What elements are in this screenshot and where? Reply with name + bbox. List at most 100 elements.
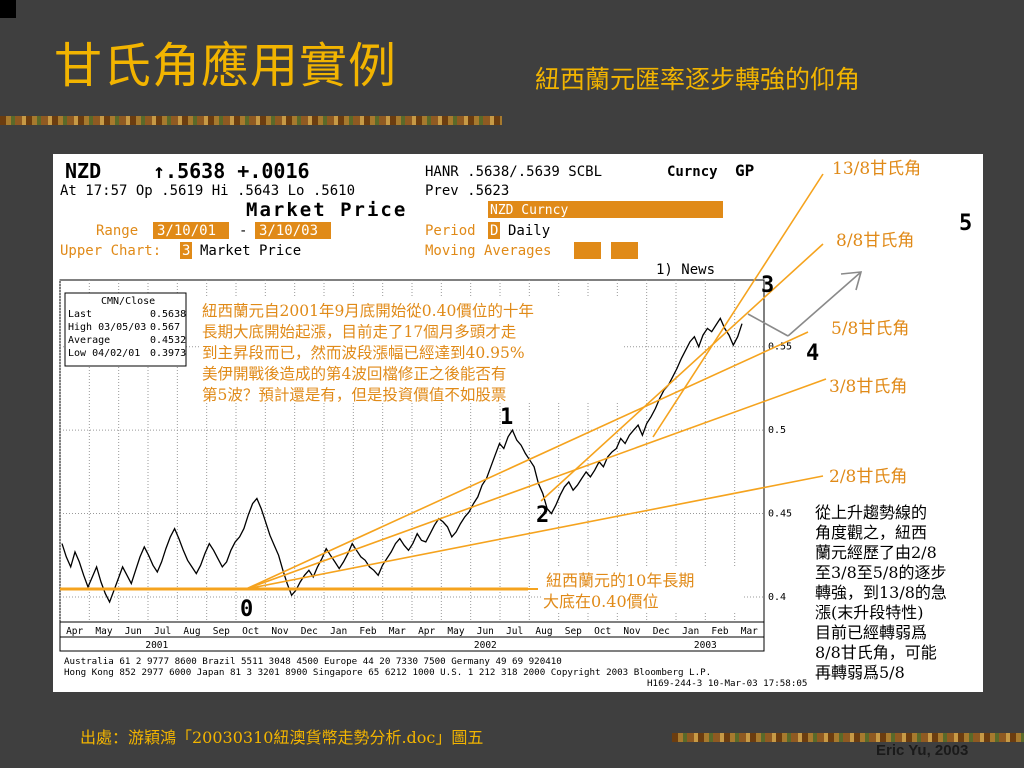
x-tick-label: Oct — [242, 626, 259, 637]
curncy-label: Curncy — [667, 164, 718, 180]
range-to-field[interactable] — [255, 222, 331, 239]
x-tick-label: Mar — [741, 626, 758, 637]
x-tick-label: Aug — [183, 626, 200, 637]
year-label: 2001 — [145, 640, 168, 651]
main-note-line: 到主昇段而已，然而波段漲幅已經達到40.95% — [202, 344, 525, 362]
x-tick-label: Dec — [301, 626, 318, 637]
right-note-line: 漲(末升段特性) — [815, 603, 924, 622]
x-tick-label: Apr — [66, 626, 83, 637]
x-tick-label: Apr — [418, 626, 435, 637]
slide-subtitle: 紐西蘭元匯率逐步轉強的仰角 — [535, 65, 861, 94]
path-arrow-up — [787, 271, 862, 337]
main-annotation-bg — [200, 297, 624, 403]
y-tick-label: 0.55 — [768, 342, 792, 353]
gann-5-8-line — [245, 331, 809, 590]
wave-label-2: 2 — [536, 503, 549, 528]
terminal-header: NZD ↑.5638 +.0016 HANR .5638/.5639 SCBL … — [60, 159, 754, 278]
footer-line: Hong Kong 852 2977 6000 Japan 81 3 3201 … — [64, 667, 711, 678]
main-annotation: 紐西蘭元自2001年9月底開始從0.40價位的十年 長期大底開始起漲，目前走了1… — [200, 297, 624, 404]
x-tick-label: Nov — [271, 626, 288, 637]
wave-label-0: 0 — [240, 597, 253, 622]
y-axis-labels: 0.4 0.45 0.5 0.55 — [768, 342, 792, 603]
legend-row-label: Average — [68, 335, 110, 346]
gann-2-8-line — [245, 475, 824, 590]
range-from-field[interactable] — [153, 222, 229, 239]
security-field[interactable] — [488, 201, 723, 218]
gann-8-8-line — [540, 243, 824, 502]
y-tick-label: 0.5 — [768, 425, 786, 436]
right-note-line: 目前已經轉弱爲 — [815, 623, 927, 642]
gp-label: GP — [735, 161, 754, 180]
terminal-footer: Australia 61 2 9777 8600 Brazil 5511 304… — [64, 656, 807, 689]
bottom-annotation-bg — [542, 567, 742, 612]
ma-field-1[interactable] — [574, 242, 601, 259]
x-tick-label: Nov — [623, 626, 640, 637]
wave-label-3: 3 — [761, 273, 774, 298]
news-link[interactable]: 1) News — [656, 262, 715, 278]
period-code-field[interactable] — [488, 222, 500, 239]
x-tick-label: Jan — [330, 626, 347, 637]
x-tick-label: Mar — [389, 626, 406, 637]
range-from: 3/10/01 — [157, 223, 216, 239]
wave-label-5: 5 — [959, 211, 972, 236]
corner-marker — [0, 0, 16, 18]
legend-row-label: High 03/05/03 — [68, 322, 146, 333]
period-label: Period — [425, 223, 476, 239]
range-label: Range — [96, 223, 138, 239]
x-tick-label: Sep — [565, 626, 582, 637]
legend-box: CMN/Close Last 0.5638 High 03/05/03 0.56… — [64, 292, 187, 367]
price-change: ↑.5638 +.0016 — [153, 159, 310, 183]
y-tick-label: 0.45 — [768, 509, 792, 520]
right-note-line: 角度觀之，紐西 — [815, 523, 927, 542]
wave-labels: 0 1 2 3 4 5 — [240, 211, 972, 622]
upper-value: Market Price — [200, 243, 301, 259]
upper-chart-label: Upper Chart: — [60, 243, 161, 259]
moving-averages-label: Moving Averages — [425, 243, 551, 259]
x-axis-labels: Apr May Jun Jul Aug Sep Oct Nov Dec Jan Feb Mar Apr M… — [66, 626, 758, 637]
gann-label-3-8: 3/8甘氏角 — [829, 377, 907, 397]
main-note-line: 第5波？預計還是有，但是投資價值不如股票 — [202, 386, 506, 404]
price-series-line — [61, 317, 743, 604]
ma-field-2[interactable] — [611, 242, 638, 259]
legend-row-value: 0.567 — [150, 322, 180, 333]
gann-fan-lines — [60, 173, 863, 591]
x-tick-label: Jul — [154, 626, 171, 637]
right-annotation: 從上升趨勢線的 角度觀之，紐西 蘭元經歷了由2/8 至3/8至5/8的逐步 轉強… — [815, 503, 947, 682]
source-citation: 出處：游穎鴻「20030310紐澳貨幣走勢分析.doc」圖五 — [80, 728, 484, 747]
wave-label-1: 1 — [500, 405, 513, 430]
x-tick-label: May — [95, 626, 112, 637]
upper-code-field[interactable] — [180, 242, 192, 259]
x-tick-label: Aug — [535, 626, 552, 637]
x-tick-label: Feb — [711, 626, 728, 637]
x-tick-label: Jun — [125, 626, 142, 637]
right-note-line: 再轉弱爲5/8 — [815, 663, 905, 682]
year-axis — [59, 636, 765, 652]
decorative-band-bottom — [672, 733, 1024, 742]
legend-row-label: Low 04/02/01 — [68, 348, 140, 359]
decorative-band-top — [0, 116, 502, 125]
x-tick-label: Jan — [682, 626, 699, 637]
bottom-note-line: 大底在0.40價位 — [543, 592, 659, 611]
upper-code: 3 — [182, 243, 190, 259]
period-code: D — [490, 223, 498, 239]
main-note-line: 長期大底開始起漲，目前走了17個月多頭才走 — [202, 323, 516, 341]
right-note-line: 蘭元經歷了由2/8 — [815, 543, 937, 562]
quote-line: At 17:57 Op .5619 Hi .5643 Lo .5610 — [60, 183, 355, 199]
bottom-note-line: 紐西蘭元的10年長期 — [546, 571, 694, 590]
main-note-line: 美伊開戰後造成的第4波回檔修正之後能否有 — [202, 365, 506, 383]
footer-line: Australia 61 2 9777 8600 Brazil 5511 304… — [64, 656, 562, 667]
path-arrow-down — [747, 313, 789, 337]
chart-panel: NZD ↑.5638 +.0016 HANR .5638/.5639 SCBL … — [53, 154, 983, 692]
gann-label-8-8: 8/8甘氏角 — [836, 231, 914, 251]
bottom-annotation: 紐西蘭元的10年長期 大底在0.40價位 — [542, 567, 742, 612]
market-price-title: Market Price — [246, 199, 407, 221]
year-label: 2003 — [694, 640, 717, 651]
legend-row-value: 0.5638 — [150, 309, 186, 320]
gann-3-8-line — [245, 378, 827, 590]
x-tick-label: May — [447, 626, 464, 637]
x-tick-label: Oct — [594, 626, 611, 637]
range-dash: - — [239, 223, 247, 239]
prev-close: Prev .5623 — [425, 183, 509, 199]
legend-row-value: 0.3973 — [150, 348, 186, 359]
right-note-line: 轉強，到13/8的急 — [815, 583, 947, 602]
